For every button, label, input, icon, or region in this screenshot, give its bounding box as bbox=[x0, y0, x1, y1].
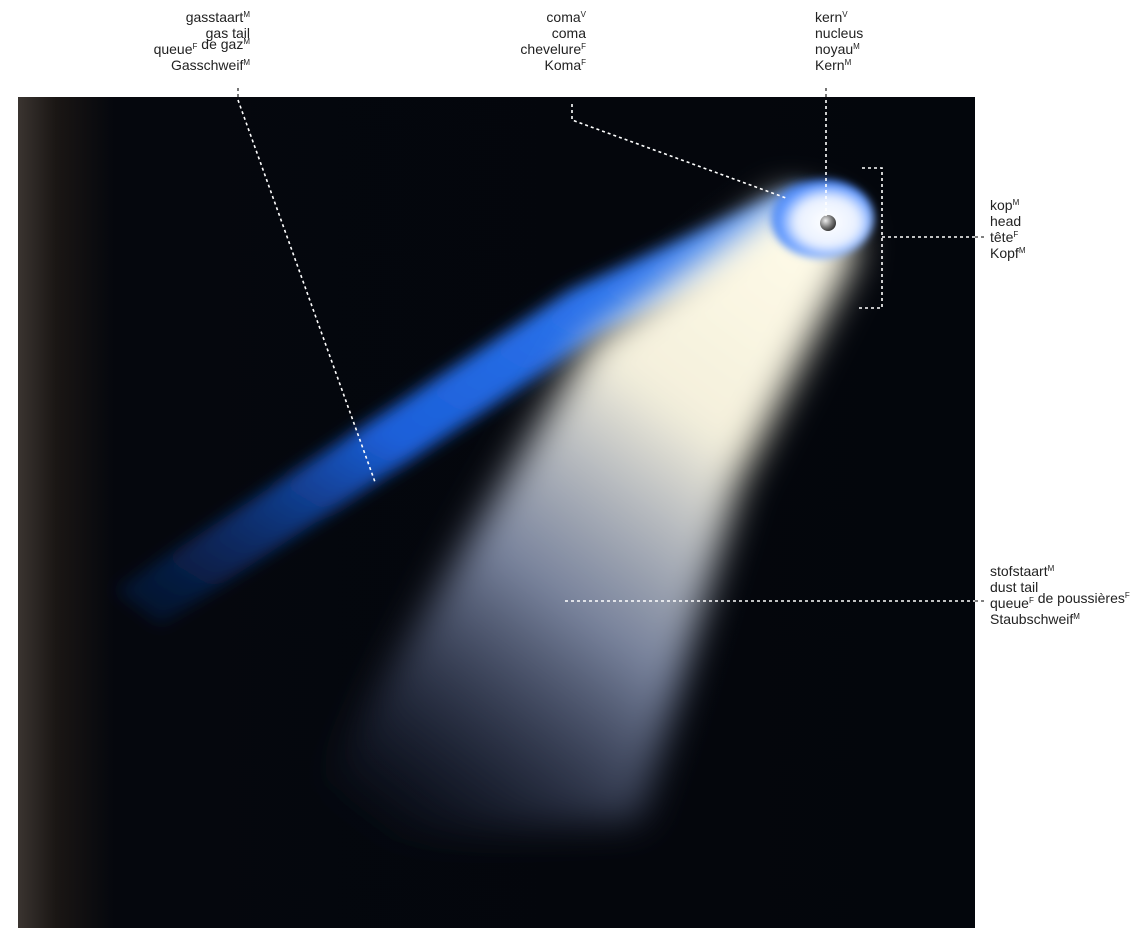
term: stofstaart bbox=[990, 563, 1048, 579]
gender-marker: F bbox=[193, 42, 198, 51]
label-line: queueF de gazM bbox=[154, 36, 251, 57]
term: Koma bbox=[545, 57, 582, 73]
label-line: KernM bbox=[815, 57, 852, 73]
gender-marker: V bbox=[842, 10, 848, 19]
gender-marker: M bbox=[243, 37, 250, 46]
term: gasstaart bbox=[186, 9, 244, 25]
term: dust tail bbox=[990, 579, 1038, 595]
term: Gasschweif bbox=[171, 57, 243, 73]
term: noyau bbox=[815, 41, 853, 57]
label-line: kopM bbox=[990, 197, 1020, 213]
gender-marker: V bbox=[581, 10, 587, 19]
gender-marker: M bbox=[853, 42, 860, 51]
label-line: nucleus bbox=[815, 25, 863, 41]
label-line: dust tail bbox=[990, 579, 1038, 595]
gender-marker: F bbox=[581, 58, 586, 67]
dust-tail-shape bbox=[280, 195, 854, 850]
label-line: GasschweifM bbox=[171, 57, 250, 73]
leader-gas-tail bbox=[237, 99, 376, 483]
gender-marker: M bbox=[243, 10, 250, 19]
label-line: gas tail bbox=[206, 25, 250, 41]
leader-head bbox=[858, 167, 975, 309]
gender-marker: F bbox=[581, 42, 586, 51]
term: nucleus bbox=[815, 25, 863, 41]
term: kop bbox=[990, 197, 1013, 213]
term: kern bbox=[815, 9, 842, 25]
label-line: chevelureF bbox=[520, 41, 586, 57]
label-line: gasstaartM bbox=[186, 9, 251, 25]
gender-marker: M bbox=[1019, 246, 1026, 255]
term: chevelure bbox=[520, 41, 581, 57]
term: Kern bbox=[815, 57, 845, 73]
label-line: queueF de poussièresF bbox=[990, 590, 1130, 611]
term: coma bbox=[552, 25, 586, 41]
gender-marker: M bbox=[1048, 564, 1055, 573]
photo bbox=[18, 97, 975, 928]
term: Kopf bbox=[990, 245, 1019, 261]
term: de gaz bbox=[197, 36, 243, 52]
gender-marker: F bbox=[1013, 230, 1018, 239]
term: Staubschweif bbox=[990, 611, 1073, 627]
gender-marker: M bbox=[845, 58, 852, 67]
leader-lines bbox=[237, 88, 987, 602]
leader-top-out bbox=[237, 88, 827, 100]
term: coma bbox=[546, 9, 580, 25]
label-line: kernV bbox=[815, 9, 848, 25]
label-line: KopfM bbox=[990, 245, 1026, 261]
nucleus-shape bbox=[820, 215, 836, 231]
gender-marker: M bbox=[1073, 612, 1080, 621]
gender-marker: F bbox=[1125, 591, 1130, 600]
label-line: StaubschweifM bbox=[990, 611, 1080, 627]
gender-marker: M bbox=[243, 58, 250, 67]
label-line: stofstaartM bbox=[990, 563, 1055, 579]
term: queue bbox=[154, 41, 193, 57]
label-line: têteF bbox=[990, 229, 1018, 245]
term: head bbox=[990, 213, 1021, 229]
term: tête bbox=[990, 229, 1014, 245]
label-line: coma bbox=[552, 25, 586, 41]
gender-marker: F bbox=[1029, 596, 1034, 605]
label-line: comaV bbox=[546, 9, 586, 25]
label-line: noyauM bbox=[815, 41, 860, 57]
term: de poussières bbox=[1034, 590, 1125, 606]
term: queue bbox=[990, 595, 1029, 611]
label-line: head bbox=[990, 213, 1021, 229]
term: gas tail bbox=[206, 25, 250, 41]
gender-marker: M bbox=[1013, 198, 1020, 207]
label-line: KomaF bbox=[545, 57, 587, 73]
